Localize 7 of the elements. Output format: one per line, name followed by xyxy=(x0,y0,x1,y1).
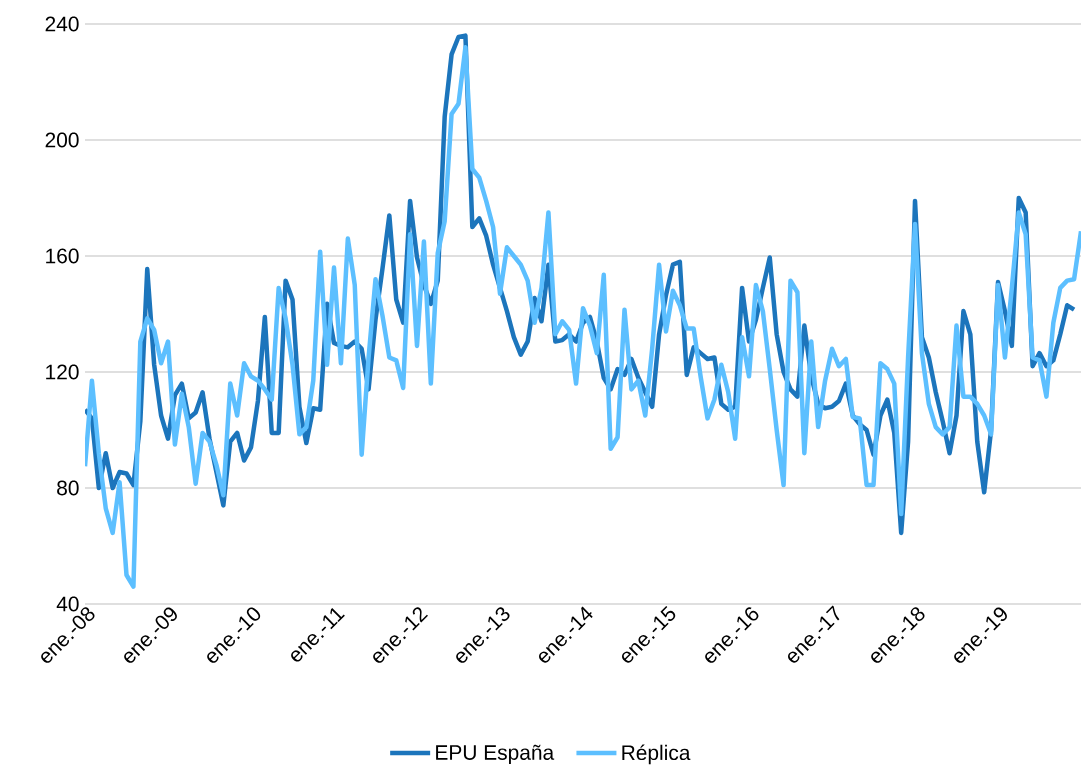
y-tick-label: 240 xyxy=(45,16,79,32)
legend-label: Réplica xyxy=(622,744,691,765)
y-tick-label: 120 xyxy=(46,364,79,380)
y-tick-label: 200 xyxy=(45,132,79,148)
y-tick-label: 160 xyxy=(46,248,79,264)
y-tick-label: 80 xyxy=(57,480,79,496)
legend-label: EPU España xyxy=(436,744,555,765)
